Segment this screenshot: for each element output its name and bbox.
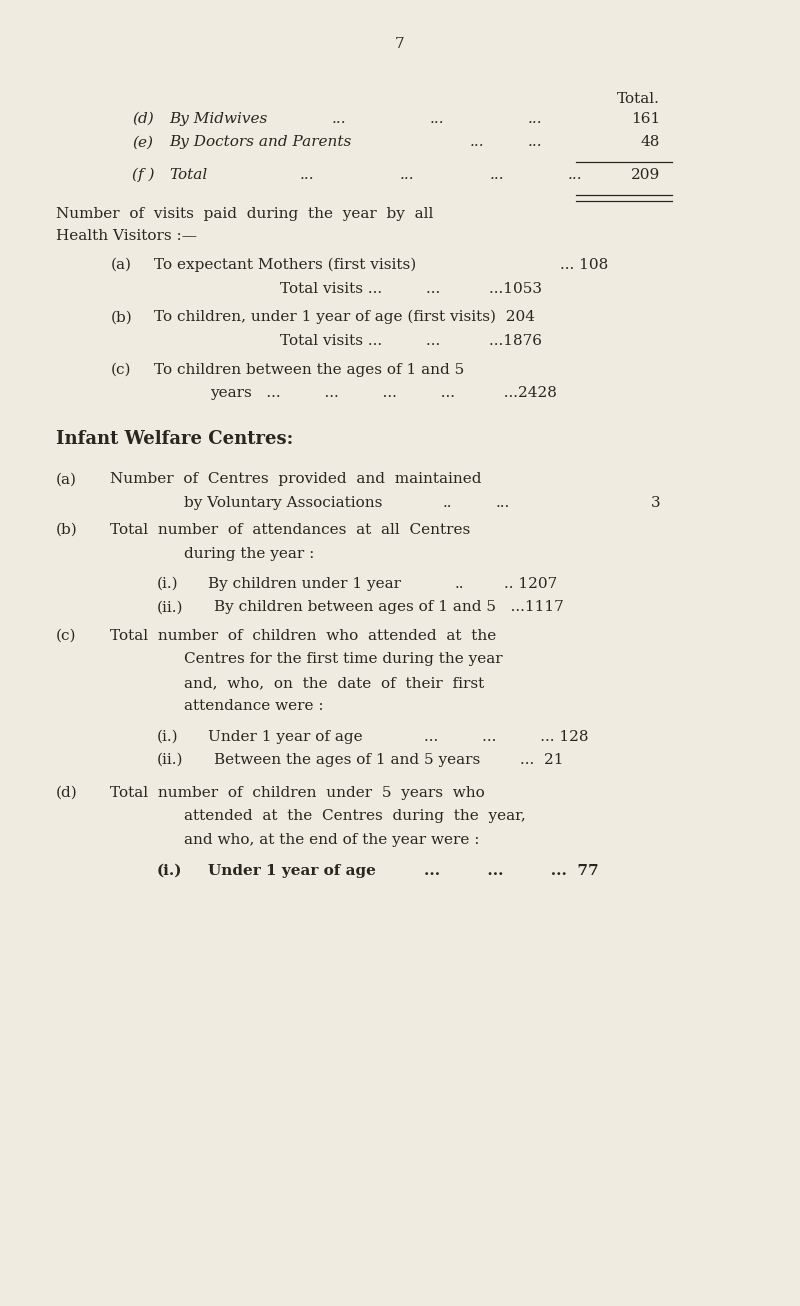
Text: ...: ... <box>430 112 444 125</box>
Text: ..: .. <box>454 577 464 590</box>
Text: and who, at the end of the year were :: and who, at the end of the year were : <box>184 833 479 846</box>
Text: (d): (d) <box>132 112 154 125</box>
Text: 3: 3 <box>650 496 660 509</box>
Text: Total  number  of  attendances  at  all  Centres: Total number of attendances at all Centr… <box>110 524 470 537</box>
Text: attended  at  the  Centres  during  the  year,: attended at the Centres during the year, <box>184 810 526 823</box>
Text: Centres for the first time during the year: Centres for the first time during the ye… <box>184 653 502 666</box>
Text: Health Visitors :—: Health Visitors :— <box>56 230 197 243</box>
Text: Total.: Total. <box>617 93 660 106</box>
Text: ... 108: ... 108 <box>560 259 608 272</box>
Text: years   ...         ...         ...         ...          ...2428: years ... ... ... ... ...2428 <box>210 387 557 400</box>
Text: Total visits ...         ...          ...1053: Total visits ... ... ...1053 <box>280 282 542 295</box>
Text: (ii.): (ii.) <box>157 754 183 767</box>
Text: Total  number  of  children  who  attended  at  the: Total number of children who attended at… <box>110 629 497 643</box>
Text: (e): (e) <box>132 136 153 149</box>
Text: (a): (a) <box>56 473 77 486</box>
Text: .. 1207: .. 1207 <box>504 577 558 590</box>
Text: (c): (c) <box>110 363 131 376</box>
Text: (f ): (f ) <box>132 167 154 182</box>
Text: (ii.): (ii.) <box>157 601 183 614</box>
Text: by Voluntary Associations: by Voluntary Associations <box>184 496 382 509</box>
Text: Under 1 year of age: Under 1 year of age <box>208 730 362 743</box>
Text: (c): (c) <box>56 629 77 643</box>
Text: (a): (a) <box>110 259 131 272</box>
Text: Total: Total <box>170 168 208 182</box>
Text: Total visits ...         ...          ...1876: Total visits ... ... ...1876 <box>280 334 542 347</box>
Text: (b): (b) <box>110 311 132 324</box>
Text: 161: 161 <box>630 112 660 125</box>
Text: To expectant Mothers (first visits): To expectant Mothers (first visits) <box>154 257 417 272</box>
Text: Number  of  visits  paid  during  the  year  by  all: Number of visits paid during the year by… <box>56 208 434 221</box>
Text: By Doctors and Parents: By Doctors and Parents <box>170 136 352 149</box>
Text: ...: ... <box>528 112 542 125</box>
Text: ...         ...         ...  77: ... ... ... 77 <box>424 865 598 878</box>
Text: Total  number  of  children  under  5  years  who: Total number of children under 5 years w… <box>110 786 485 799</box>
Text: ...  21: ... 21 <box>520 754 563 767</box>
Text: (b): (b) <box>56 524 78 537</box>
Text: 48: 48 <box>641 136 660 149</box>
Text: By children under 1 year: By children under 1 year <box>208 577 401 590</box>
Text: Infant Welfare Centres:: Infant Welfare Centres: <box>56 430 294 448</box>
Text: ...: ... <box>490 168 504 182</box>
Text: ...: ... <box>332 112 346 125</box>
Text: By Midwives: By Midwives <box>170 112 268 125</box>
Text: ...: ... <box>568 168 582 182</box>
Text: during the year :: during the year : <box>184 547 314 560</box>
Text: Between the ages of 1 and 5 years: Between the ages of 1 and 5 years <box>214 754 481 767</box>
Text: ...: ... <box>400 168 414 182</box>
Text: To children between the ages of 1 and 5: To children between the ages of 1 and 5 <box>154 363 465 376</box>
Text: ...: ... <box>528 136 542 149</box>
Text: ...: ... <box>470 136 484 149</box>
Text: (i.): (i.) <box>157 730 178 743</box>
Text: and,  who,  on  the  date  of  their  first: and, who, on the date of their first <box>184 677 484 690</box>
Text: (i.): (i.) <box>157 577 178 590</box>
Text: 7: 7 <box>395 38 405 51</box>
Text: ...         ...         ... 128: ... ... ... 128 <box>424 730 589 743</box>
Text: To children, under 1 year of age (first visits)  204: To children, under 1 year of age (first … <box>154 310 535 324</box>
Text: ..: .. <box>442 496 452 509</box>
Text: (d): (d) <box>56 786 78 799</box>
Text: (i.): (i.) <box>157 865 182 878</box>
Text: By children between ages of 1 and 5   ...1117: By children between ages of 1 and 5 ...1… <box>214 601 564 614</box>
Text: attendance were :: attendance were : <box>184 700 324 713</box>
Text: ...: ... <box>300 168 314 182</box>
Text: Under 1 year of age: Under 1 year of age <box>208 865 376 878</box>
Text: ...: ... <box>496 496 510 509</box>
Text: 209: 209 <box>630 168 660 182</box>
Text: Number  of  Centres  provided  and  maintained: Number of Centres provided and maintaine… <box>110 473 482 486</box>
